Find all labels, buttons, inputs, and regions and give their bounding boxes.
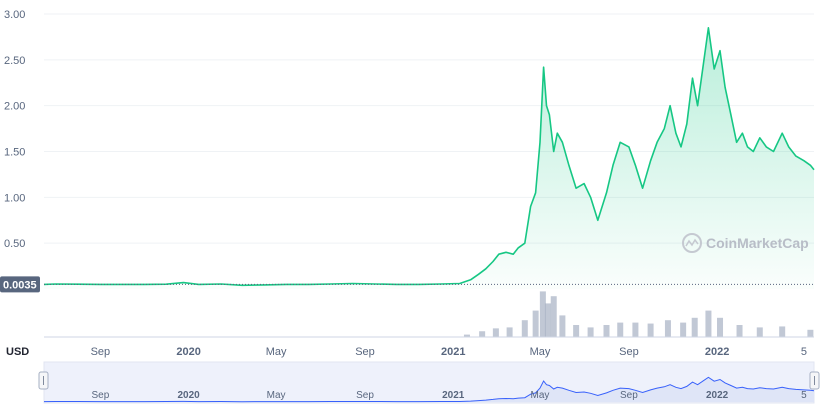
navigator-tick-label: May xyxy=(531,390,550,401)
volume-bar xyxy=(532,310,539,337)
navigator-tick-label: 2020 xyxy=(177,390,200,401)
x-tick-label: Sep xyxy=(91,346,111,358)
y-tick-label: 1.50 xyxy=(4,147,25,159)
navigator-tick-label: May xyxy=(267,390,286,401)
navigator-tick-label: Sep xyxy=(356,390,374,401)
volume-bar xyxy=(521,320,528,337)
navigator-area xyxy=(44,377,814,402)
volume-bar xyxy=(603,325,610,337)
volume-bar xyxy=(779,326,786,337)
y-tick-label: 3.00 xyxy=(4,9,25,21)
unit-label: USD xyxy=(6,346,29,358)
volume-bar xyxy=(544,303,551,337)
coinmarketcap-logo-wave xyxy=(685,238,699,247)
volume-bars xyxy=(463,291,814,337)
range-navigator[interactable]: Sep 2020 May Sep 2021 May Sep 2022 5 xyxy=(38,361,820,404)
coinmarketcap-logo-icon xyxy=(682,233,702,253)
volume-bar xyxy=(717,317,724,337)
current-value-badge xyxy=(0,276,40,293)
volume-bar xyxy=(617,322,624,337)
navigator-tick-label: 5 xyxy=(801,390,807,401)
navigator-tick-label: Sep xyxy=(91,390,109,401)
navigator-tick-label: 2021 xyxy=(442,390,465,401)
volume-bar xyxy=(807,329,814,337)
x-tick-label: Sep xyxy=(355,346,375,358)
volume-bar xyxy=(705,310,712,337)
y-tick-label: 2.00 xyxy=(4,101,25,113)
volume-bar xyxy=(756,327,763,337)
volume-bar xyxy=(680,322,687,337)
y-tick-label: 1.00 xyxy=(4,192,25,204)
x-tick-label: May xyxy=(266,346,287,358)
volume-bar xyxy=(587,327,594,337)
navigator-labels: Sep 2020 May Sep 2021 May Sep 2022 5 xyxy=(91,390,807,401)
y-tick-label: 2.50 xyxy=(4,55,25,67)
y-axis-labels: 0.50 1.00 1.50 2.00 2.50 3.00 xyxy=(4,9,25,250)
x-tick-label: Sep xyxy=(619,346,639,358)
volume-bar xyxy=(736,325,743,337)
x-tick-label: 2020 xyxy=(176,346,200,358)
volume-bar xyxy=(573,325,580,337)
x-tick-label: 5 xyxy=(801,346,807,358)
watermark-text: CoinMarketCap xyxy=(706,235,809,251)
x-tick-label: 2021 xyxy=(441,346,465,358)
volume-bar xyxy=(539,291,546,337)
volume-bar xyxy=(559,315,566,337)
volume-bar xyxy=(479,331,486,337)
x-tick-label: May xyxy=(530,346,551,358)
coinmarketcap-watermark: CoinMarketCap xyxy=(682,233,809,253)
volume-bar xyxy=(664,320,671,337)
current-value-label: 0.0035 xyxy=(3,279,37,291)
volume-bar xyxy=(691,317,698,337)
volume-bar xyxy=(492,328,499,337)
navigator-line xyxy=(43,376,815,403)
x-tick-label: 2022 xyxy=(705,346,729,358)
volume-bar xyxy=(506,327,513,337)
price-area xyxy=(44,27,814,290)
volume-bar xyxy=(463,334,470,337)
volume-bar xyxy=(647,323,654,337)
price-line xyxy=(43,27,815,287)
navigator-tick-label: 2022 xyxy=(706,390,729,401)
x-axis-labels: Sep 2020 May Sep 2021 May Sep 2022 5 xyxy=(91,346,807,358)
y-tick-label: 0.50 xyxy=(4,238,25,250)
navigator-tick-label: Sep xyxy=(620,390,638,401)
volume-bar xyxy=(550,296,557,337)
volume-bar xyxy=(632,322,639,337)
